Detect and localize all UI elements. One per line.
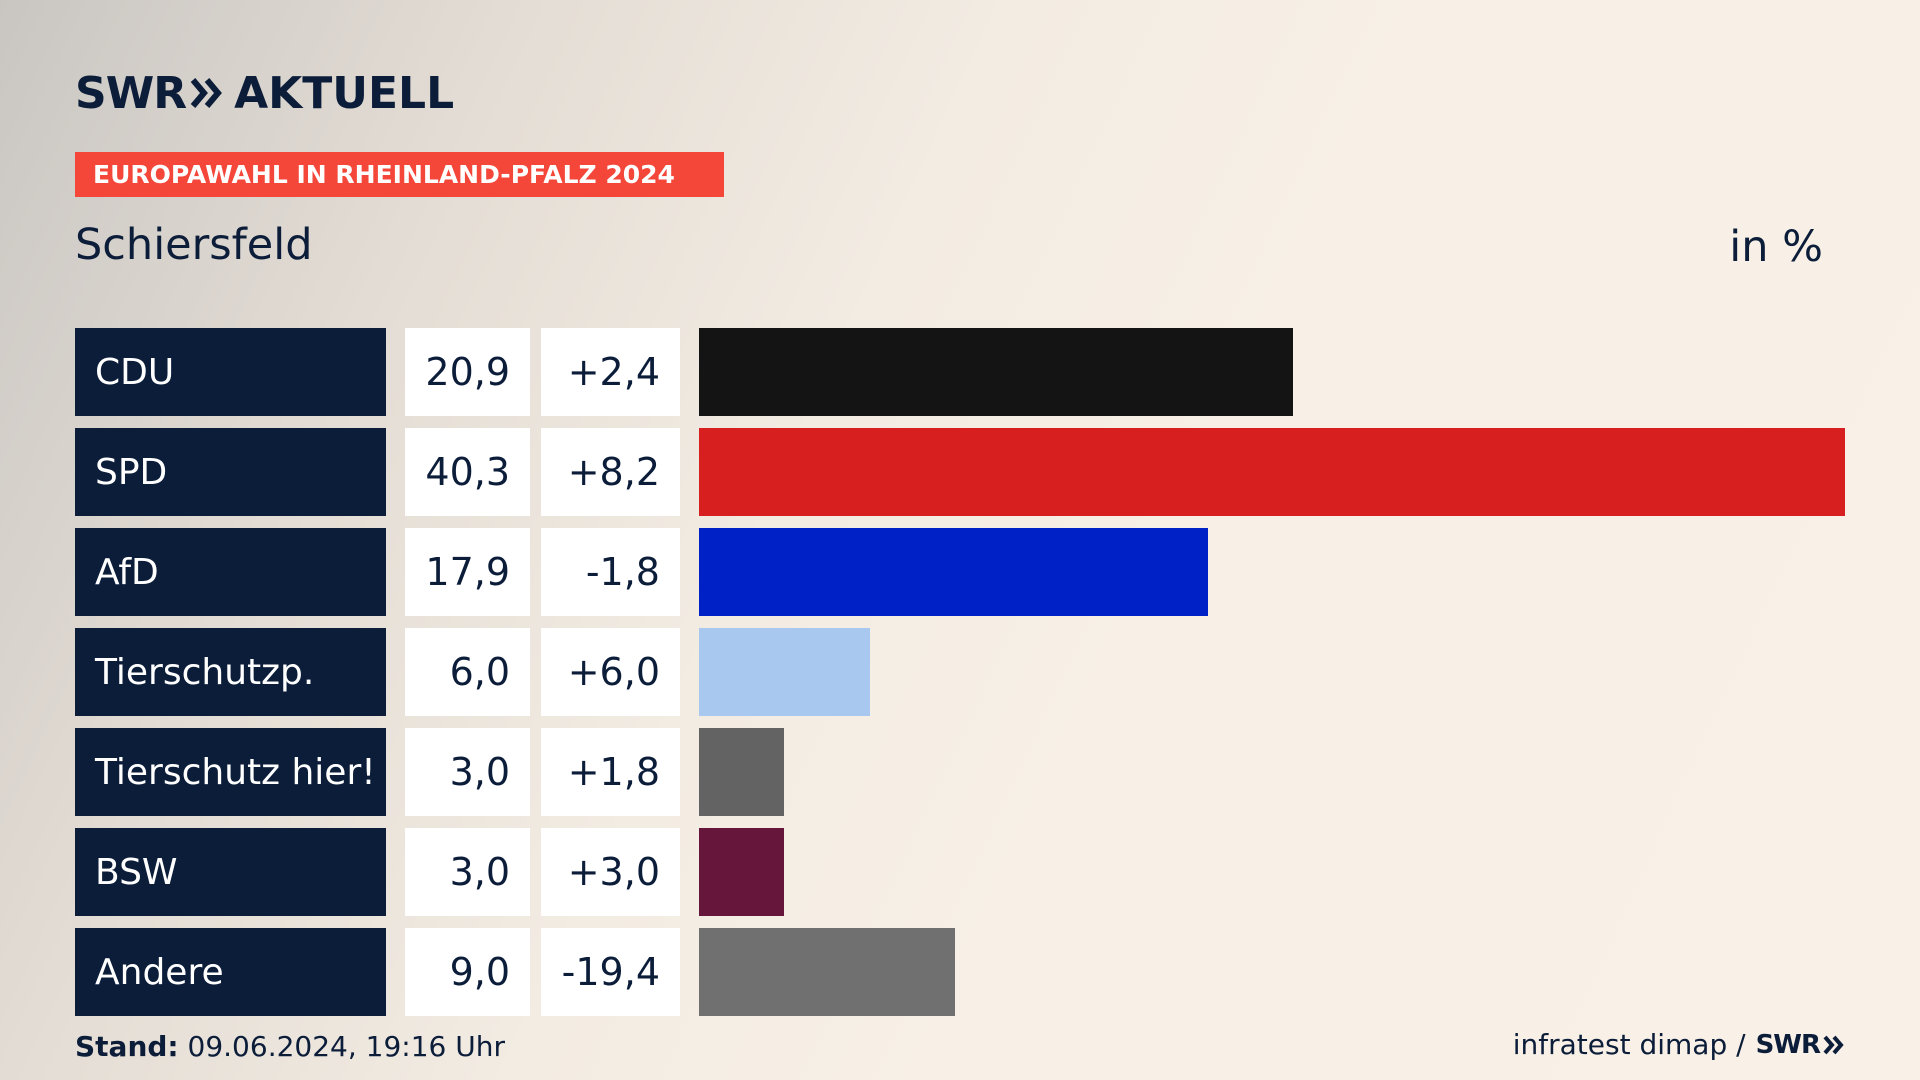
vote-share-label: 9,0 — [405, 928, 530, 1016]
party-label: CDU — [75, 328, 386, 416]
vote-share-bar — [699, 428, 1845, 516]
location-title: Schiersfeld — [75, 220, 313, 270]
vote-change-label: -1,8 — [541, 528, 680, 616]
party-label: Tierschutzp. — [75, 628, 386, 716]
party-label: BSW — [75, 828, 386, 916]
stand-value: 09.06.2024, 19:16 Uhr — [187, 1030, 505, 1063]
source-credit: infratest dimap / SWR — [1513, 1028, 1845, 1061]
vote-change-label: -19,4 — [541, 928, 680, 1016]
small-double-chevron-icon — [1823, 1035, 1844, 1054]
party-label: Andere — [75, 928, 386, 1016]
timestamp: Stand: 09.06.2024, 19:16 Uhr — [75, 1030, 505, 1063]
election-ribbon: EUROPAWAHL IN RHEINLAND-PFALZ 2024 — [75, 152, 724, 197]
logo-swr-text: SWR — [75, 67, 187, 119]
double-chevron-icon — [190, 76, 224, 110]
party-label: AfD — [75, 528, 386, 616]
result-row: Tierschutz hier! 3,0 +1,8 — [75, 728, 1845, 816]
vote-share-label: 20,9 — [405, 328, 530, 416]
vote-share-bar — [699, 528, 1209, 616]
logo-aktuell-text: AKTUELL — [234, 67, 455, 119]
vote-share-bar — [699, 828, 785, 916]
result-row: SPD 40,3 +8,2 — [75, 428, 1845, 516]
party-label: Tierschutz hier! — [75, 728, 386, 816]
vote-share-label: 3,0 — [405, 728, 530, 816]
vote-share-bar — [699, 328, 1294, 416]
party-label: SPD — [75, 428, 386, 516]
vote-change-label: +6,0 — [541, 628, 680, 716]
vote-share-bar — [699, 728, 785, 816]
source-text: infratest dimap / — [1512, 1028, 1746, 1061]
vote-share-label: 40,3 — [405, 428, 530, 516]
result-row: CDU 20,9 +2,4 — [75, 328, 1845, 416]
stand-label: Stand: — [75, 1030, 179, 1063]
result-row: Tierschutzp. 6,0 +6,0 — [75, 628, 1845, 716]
vote-share-label: 3,0 — [405, 828, 530, 916]
vote-share-label: 17,9 — [405, 528, 530, 616]
result-row: Andere 9,0 -19,4 — [75, 928, 1845, 1016]
vote-change-label: +1,8 — [541, 728, 680, 816]
swr-small-logo: SWR — [1756, 1030, 1845, 1060]
result-row: BSW 3,0 +3,0 — [75, 828, 1845, 916]
vote-change-label: +2,4 — [541, 328, 680, 416]
swr-small-text: SWR — [1755, 1029, 1821, 1060]
swr-aktuell-logo: SWR AKTUELL — [75, 67, 455, 119]
vote-share-bar — [699, 628, 870, 716]
vote-change-label: +8,2 — [541, 428, 680, 516]
vote-share-bar — [699, 928, 955, 1016]
unit-label: in % — [1729, 222, 1823, 272]
result-row: AfD 17,9 -1,8 — [75, 528, 1845, 616]
vote-share-label: 6,0 — [405, 628, 530, 716]
vote-change-label: +3,0 — [541, 828, 680, 916]
